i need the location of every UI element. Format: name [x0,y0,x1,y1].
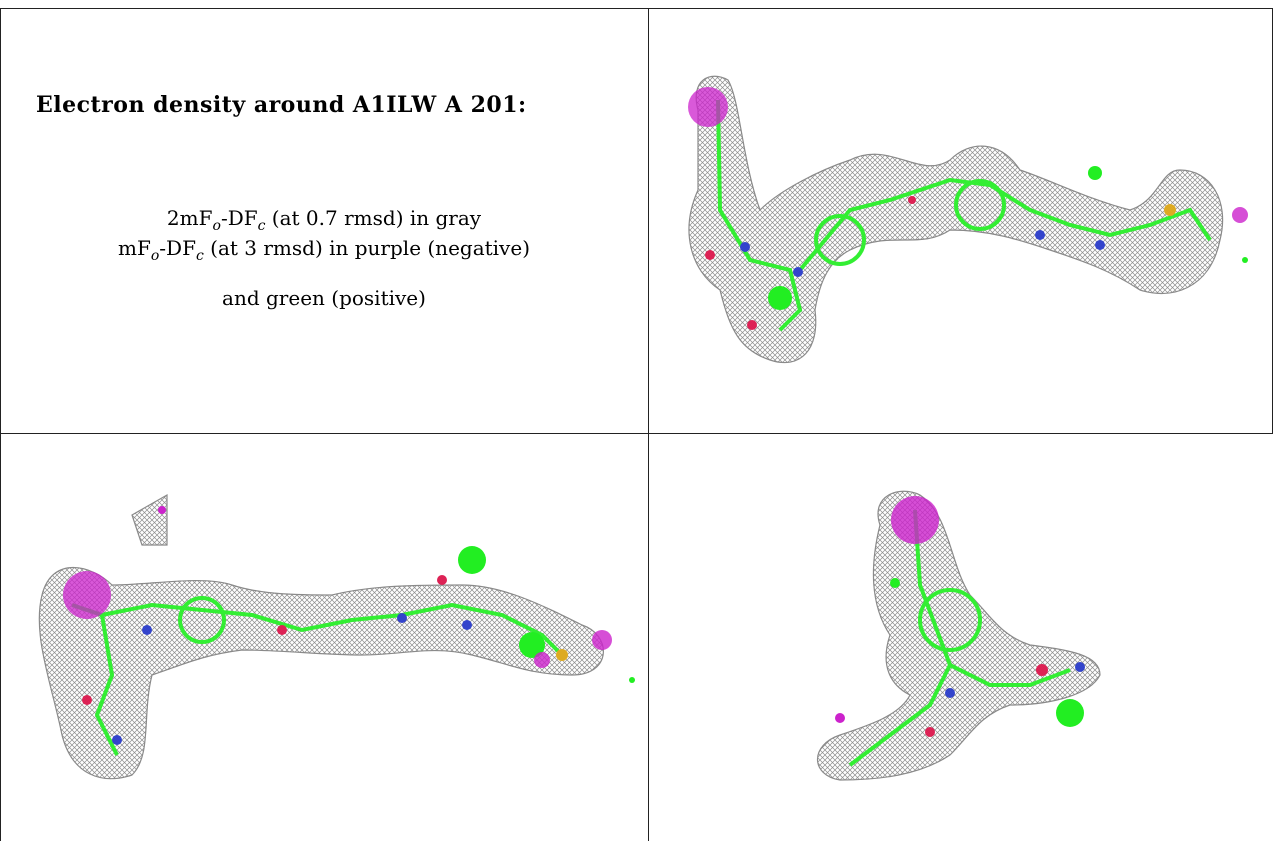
legend-line-3: and green (positive) [222,286,426,310]
density-image-3 [816,490,1101,781]
density-view-bottom-left [2,435,647,840]
border-left [0,8,1,841]
figure-title: Electron density around A1ILW A 201: [36,92,527,118]
atoms-3 [835,496,1085,737]
gray-mesh-2 [38,493,604,780]
border-top [0,8,1273,9]
density-image-2 [38,493,635,780]
caption-cell: Electron density around A1ILW A 201: 2mF… [0,0,648,432]
legend-line-1: 2mFo-DFc (at 0.7 rmsd) in gray [166,206,482,234]
gray-mesh-1 [688,75,1224,364]
border-divider-horizontal [0,433,1273,434]
border-divider-vertical [648,8,649,841]
density-image-1 [688,75,1248,364]
density-view-bottom-right [650,435,1272,840]
gray-mesh-3 [816,490,1101,781]
atoms-2 [63,506,635,745]
density-view-top-right [650,10,1272,432]
carbon-sticks-2 [71,596,564,756]
carbon-sticks-3 [848,509,1071,767]
legend-line-2: mFo-DFc (at 3 rmsd) in purple (negative) [118,236,530,264]
carbon-sticks-1 [716,99,1212,332]
atoms-1 [688,87,1248,330]
